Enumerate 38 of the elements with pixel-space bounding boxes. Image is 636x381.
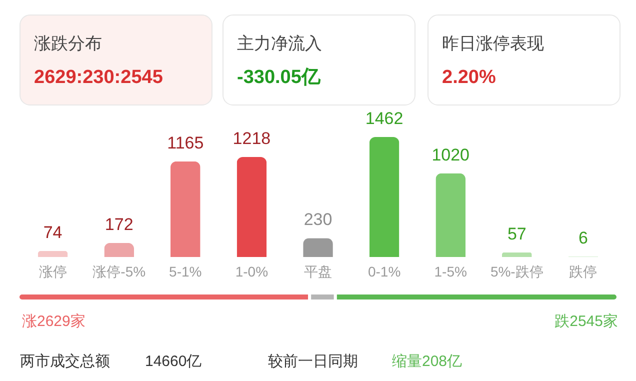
text: 14660亿 — [145, 353, 202, 370]
text: 2629:230:2545 — [34, 67, 164, 88]
text: 较前一日同期 — [268, 353, 358, 370]
x-tick-label: 平盘 — [304, 264, 332, 280]
x-tick-label: 5-1% — [169, 264, 202, 280]
x-tick-label: 5%-跌停 — [490, 264, 544, 280]
bar — [303, 238, 333, 257]
bar — [38, 250, 68, 257]
bar — [369, 137, 400, 257]
text: 缩量208亿 — [392, 353, 462, 370]
text: 跌2545家 — [554, 313, 618, 330]
x-tick-label: 1-5% — [434, 264, 467, 280]
x-tick-label: 涨停 — [38, 264, 67, 280]
bar — [502, 252, 532, 257]
bar — [236, 157, 267, 257]
x-tick-label: 跌停 — [569, 264, 598, 280]
x-tick-label: 涨停-5% — [92, 264, 146, 280]
bar — [170, 161, 200, 257]
text: -330.05亿 — [237, 67, 322, 88]
data-label: 172 — [104, 214, 134, 234]
text: 涨2629家 — [22, 313, 86, 330]
x-tick-label: 1-0% — [235, 264, 268, 280]
text: 两市成交总额 — [20, 353, 110, 370]
text: 昨日涨停表现 — [442, 34, 544, 53]
data-label: 1218 — [232, 129, 271, 148]
data-label: 57 — [507, 224, 526, 244]
bar — [436, 173, 466, 257]
x-tick-label: 0-1% — [368, 264, 401, 280]
data-label: 230 — [304, 210, 332, 230]
data-label: 1020 — [432, 145, 470, 164]
data-label: 1165 — [167, 133, 204, 152]
text: 主力净流入 — [237, 34, 322, 53]
data-label: 6 — [578, 228, 588, 248]
data-label: 74 — [43, 222, 62, 242]
text: 2.20% — [442, 67, 496, 88]
bar — [104, 242, 134, 257]
data-label: 1462 — [365, 109, 404, 128]
text: 涨跌分布 — [34, 34, 102, 53]
